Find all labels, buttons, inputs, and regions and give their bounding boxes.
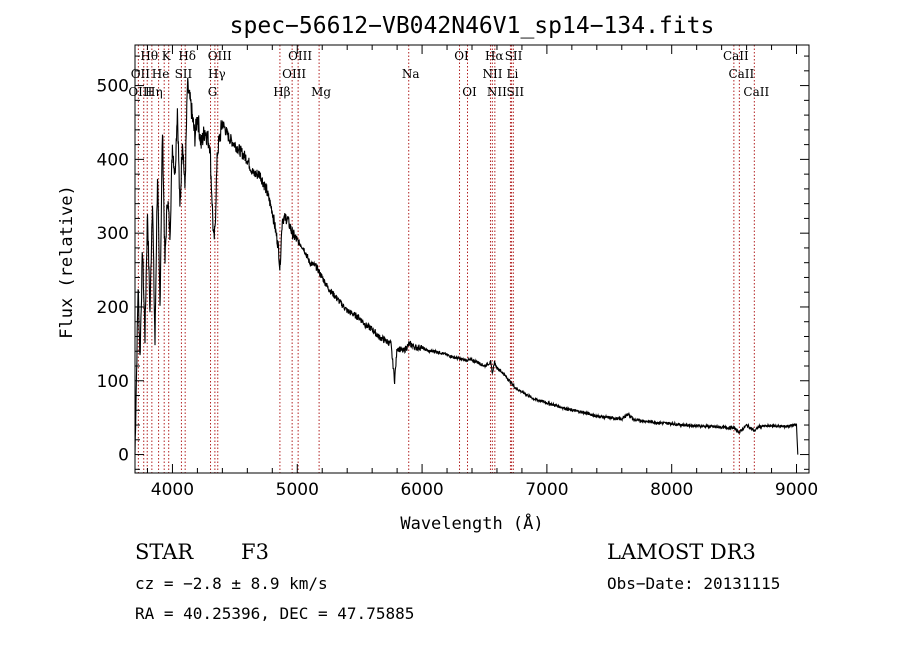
line-label-1: K xyxy=(162,49,172,63)
line-label-19: Hη xyxy=(145,85,163,99)
x-tick-label-5000: 5000 xyxy=(276,480,319,500)
line-label-16: Li xyxy=(507,67,519,81)
survey-name: LAMOST DR3 xyxy=(607,540,756,564)
x-tick-label-9000: 9000 xyxy=(775,480,818,500)
x-tick-label-7000: 7000 xyxy=(525,480,568,500)
line-label-21: Hβ xyxy=(273,85,290,99)
line-label-11: SII xyxy=(175,67,193,81)
y-tick-label-400: 400 xyxy=(97,150,129,170)
line-label-4: OIII xyxy=(288,49,312,63)
object-class: STAR xyxy=(135,540,194,564)
line-label-18: OIII xyxy=(128,85,152,99)
plot-frame xyxy=(134,44,810,474)
coordinates: RA = 40.25396, DEC = 47.75885 xyxy=(135,604,415,623)
object-subclass: F3 xyxy=(241,540,269,564)
line-label-20: G xyxy=(208,85,218,99)
line-label-15: NII xyxy=(482,67,502,81)
x-tick-label-4000: 4000 xyxy=(151,480,194,500)
line-label-3: OIII xyxy=(208,49,232,63)
redshift-info: cz = −2.8 ± 8.9 km/s xyxy=(135,574,328,593)
y-tick-label-100: 100 xyxy=(97,372,129,392)
flux-series-line xyxy=(134,77,799,455)
line-label-0: Hθ xyxy=(140,49,158,63)
y-axis: 0 100 200 300 400 500 xyxy=(97,55,809,470)
y-tick-label-500: 500 xyxy=(97,77,129,97)
line-label-17: CaII xyxy=(728,67,754,81)
x-tick-label-6000: 6000 xyxy=(400,480,443,500)
line-label-26: CaII xyxy=(743,85,769,99)
line-label-23: OI xyxy=(462,85,477,99)
obs-date: Obs−Date: 20131115 xyxy=(607,574,781,593)
x-axis-label: Wavelength (Å) xyxy=(400,512,543,534)
y-tick-label-0: 0 xyxy=(118,446,129,466)
spectral-line-markers xyxy=(137,45,755,473)
line-label-6: Hα xyxy=(485,49,504,63)
line-label-25: SII xyxy=(506,85,524,99)
line-label-2: Hδ xyxy=(178,49,196,63)
y-tick-label-200: 200 xyxy=(97,298,129,318)
line-label-8: CaII xyxy=(723,49,749,63)
line-label-9: OII xyxy=(131,67,151,81)
line-label-7: SII xyxy=(505,49,523,63)
line-label-5: OI xyxy=(454,49,469,63)
y-axis-label: Flux (relative) xyxy=(57,185,77,339)
x-tick-label-8000: 8000 xyxy=(650,480,693,500)
line-label-24: NII xyxy=(487,85,507,99)
line-label-22: Mg xyxy=(311,85,331,99)
chart-title: spec−56612−VB042N46V1_sp14−134.fits xyxy=(230,13,715,39)
y-tick-label-300: 300 xyxy=(97,224,129,244)
x-axis: 4000 5000 6000 7000 8000 9000 xyxy=(146,45,818,500)
line-label-12: Hγ xyxy=(208,67,226,81)
line-label-13: OIII xyxy=(282,67,306,81)
line-label-14: Na xyxy=(402,67,420,81)
line-label-10: He xyxy=(152,67,170,81)
